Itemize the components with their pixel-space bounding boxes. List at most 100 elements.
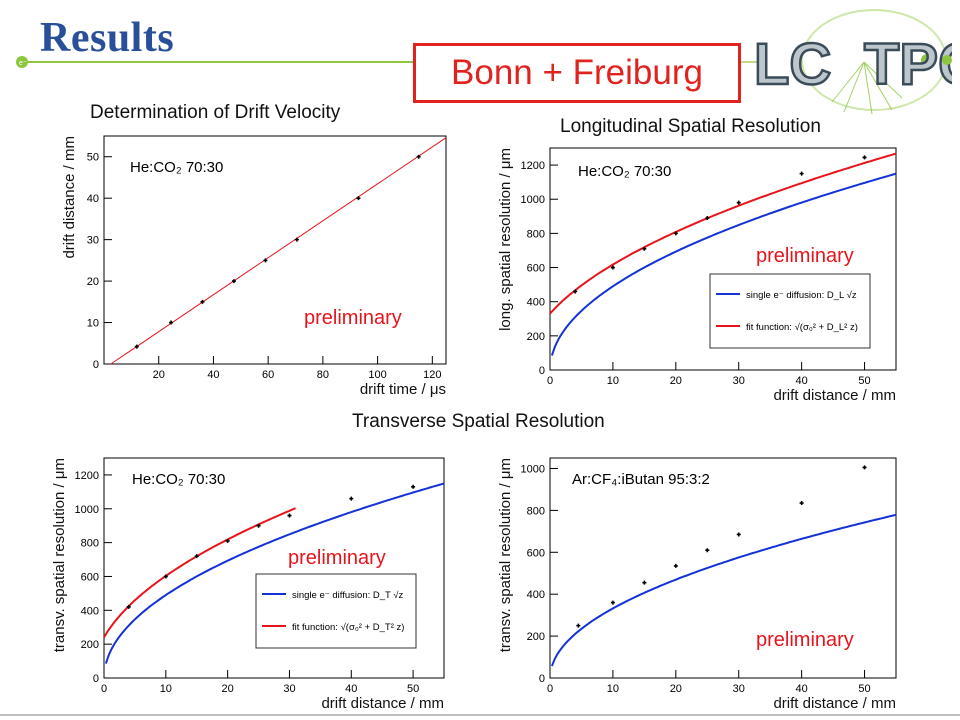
data-point	[736, 532, 741, 537]
data-point	[573, 289, 578, 294]
data-point	[610, 600, 615, 605]
data-point	[862, 465, 867, 470]
x-tick-label: 0	[547, 375, 553, 387]
x-tick-label: 0	[101, 683, 107, 695]
x-tick-label: 0	[547, 683, 553, 695]
y-tick-label: 200	[527, 631, 545, 643]
longitudinal-resolution-chart: 0 10 20 30 40 50 0 200 400 600 800 1000 1200 drift di…	[497, 147, 897, 404]
data-point	[163, 574, 168, 579]
footer-rule	[0, 714, 960, 716]
y-tick-label: 10	[87, 318, 99, 330]
y-tick-label: 50	[87, 152, 99, 164]
data-point	[673, 563, 678, 568]
svg-text:e⁻: e⁻	[19, 60, 27, 67]
x-tick-label: 40	[345, 683, 357, 695]
y-tick-label: 1000	[521, 463, 545, 475]
data-point	[642, 246, 647, 251]
data-point	[416, 154, 421, 159]
y-tick-label: 1200	[521, 160, 545, 172]
preliminary-label: preliminary	[756, 629, 854, 651]
x-axis-label: drift time / μs	[360, 381, 446, 398]
data-point	[134, 344, 139, 349]
x-tick-label: 20	[222, 683, 234, 695]
y-tick-label: 0	[539, 365, 545, 377]
y-axis-label: drift distance / mm	[61, 136, 78, 259]
y-tick-label: 1000	[75, 504, 99, 516]
drift-velocity-chart: 20 40 60 80 100 120 0 10 20 30 40 50 drift time / μs…	[61, 135, 447, 398]
data-point	[287, 513, 292, 518]
x-tick-label: 40	[796, 683, 808, 695]
legend-fit-label: fit function: √(σ₀² + D_T² z)	[292, 622, 404, 633]
data-point	[673, 231, 678, 236]
y-tick-label: 0	[93, 673, 99, 685]
gas-mixture-label: He:CO₂ 70:30	[130, 159, 223, 176]
data-point	[126, 604, 131, 609]
data-point	[705, 548, 710, 553]
y-axis-label: transv. spatial resolution / μm	[51, 458, 68, 652]
x-tick-label: 10	[607, 683, 619, 695]
legend-box	[255, 573, 417, 649]
x-axis-label: drift distance / mm	[773, 695, 896, 712]
slide-title: Results	[40, 15, 175, 61]
y-tick-label: 0	[93, 359, 99, 371]
data-point	[642, 580, 647, 585]
legend-box	[709, 273, 871, 349]
diffusion-curve	[104, 482, 445, 664]
data-point	[356, 196, 361, 201]
x-tick-label: 50	[858, 683, 870, 695]
data-point	[256, 523, 261, 528]
data-point	[736, 200, 741, 205]
y-tick-label: 1200	[75, 470, 99, 482]
y-tick-label: 400	[527, 297, 545, 309]
x-tick-label: 10	[607, 375, 619, 387]
legend-fit-label: fit function: √(σ₀² + D_L² z)	[746, 322, 858, 333]
group-badge: Bonn + Freiburg	[413, 43, 741, 103]
svg-text:LC: LC	[754, 32, 831, 97]
transverse-resolution-chart: 0 10 20 30 40 50 0 200 400 600 800 1000 1200 drift di…	[51, 457, 445, 712]
y-tick-label: 800	[81, 538, 99, 550]
legend-diffusion-label: single e⁻ diffusion: D_L √z	[746, 290, 857, 301]
data-point	[862, 155, 867, 160]
x-tick-label: 100	[368, 369, 386, 381]
y-tick-label: 200	[527, 331, 545, 343]
drift-velocity-title: Determination of Drift Velocity	[90, 102, 341, 123]
data-point	[411, 484, 416, 489]
y-tick-label: 40	[87, 193, 99, 205]
diffusion-curve	[550, 172, 897, 356]
x-tick-label: 10	[160, 683, 172, 695]
y-tick-label: 30	[87, 235, 99, 247]
x-tick-label: 30	[283, 683, 295, 695]
gas-mixture-label: He:CO₂ 70:30	[132, 471, 225, 488]
preliminary-label: preliminary	[756, 245, 854, 267]
legend-diffusion-label: single e⁻ diffusion: D_T √z	[292, 590, 404, 601]
lctpc-logo: LC TPC	[753, 9, 952, 115]
fit-curve	[549, 152, 897, 315]
data-point	[231, 279, 236, 284]
y-tick-label: 20	[87, 276, 99, 288]
transverse-resolution-title: Transverse Spatial Resolution	[352, 411, 605, 432]
y-axis-label: long. spatial resolution / μm	[497, 148, 514, 331]
plot-frame	[103, 135, 447, 365]
x-tick-label: 120	[423, 369, 441, 381]
x-tick-label: 20	[670, 683, 682, 695]
data-point	[799, 501, 804, 506]
y-tick-label: 600	[527, 263, 545, 275]
x-tick-label: 20	[670, 375, 682, 387]
y-axis-label: transv. spatial resolution / μm	[497, 458, 514, 652]
y-tick-label: 400	[527, 589, 545, 601]
data-point	[225, 538, 230, 543]
x-tick-label: 60	[262, 369, 274, 381]
x-tick-label: 40	[207, 369, 219, 381]
data-point	[349, 496, 354, 501]
data-point	[576, 623, 581, 628]
y-tick-label: 1000	[521, 194, 545, 206]
fit-line	[110, 137, 447, 365]
x-tick-label: 30	[733, 375, 745, 387]
data-point	[263, 258, 268, 263]
svg-text:TPC: TPC	[864, 32, 952, 97]
y-tick-label: 0	[539, 673, 545, 685]
y-tick-label: 200	[81, 639, 99, 651]
gas-mixture-label: Ar:CF₄:iButan 95:3:2	[572, 471, 710, 488]
data-point	[194, 554, 199, 559]
plot-frame	[549, 457, 897, 679]
